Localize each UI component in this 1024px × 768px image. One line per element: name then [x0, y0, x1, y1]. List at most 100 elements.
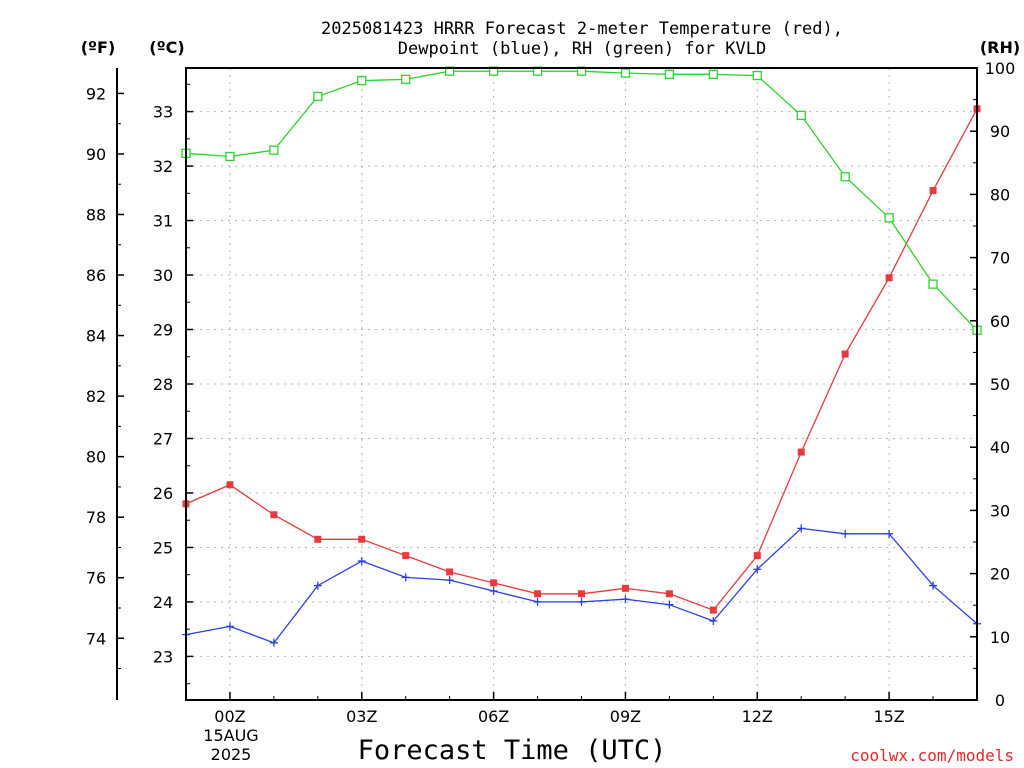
- dewpoint-point: [489, 587, 498, 596]
- celsius-tick-label: 28: [153, 375, 173, 394]
- date-label-year: 2025: [211, 745, 252, 764]
- x-tick-label: 06Z: [478, 707, 509, 726]
- chart-title-line-1: 2025081423 HRRR Forecast 2-meter Tempera…: [321, 19, 843, 39]
- credit-text: coolwx.com/models: [850, 746, 1014, 765]
- rh-tick-label: 80: [990, 185, 1010, 204]
- temperature-point: [578, 590, 585, 598]
- x-axis: 00Z 03Z 06Z 09Z 12Z 15Z: [185, 692, 978, 726]
- celsius-tick-label: 27: [153, 429, 173, 448]
- fahrenheit-axis: 74 76 78 80 82 84 86 88 90 92: [86, 68, 124, 700]
- dewpoint-point: [841, 529, 850, 538]
- x-tick-label: 15Z: [873, 707, 904, 726]
- fahrenheit-tick-label: 88: [86, 205, 106, 224]
- temperature-point: [929, 187, 937, 195]
- rh-tick-label: 70: [990, 249, 1010, 268]
- fahrenheit-tick-label: 90: [86, 145, 106, 164]
- rh-axis: 0 10 20 30 40 50 60 70 80 90 100: [970, 59, 1015, 710]
- temperature-point: [490, 579, 498, 587]
- celsius-tick-label: 32: [153, 157, 173, 176]
- celsius-axis: 23 24 25 26 27 28 29 30 31 32 33: [153, 83, 193, 685]
- dewpoint-point: [313, 581, 322, 590]
- fahrenheit-unit-label: (ºF): [81, 38, 116, 57]
- temperature-point: [797, 448, 805, 456]
- temperature-point: [709, 606, 717, 614]
- temperature-point: [314, 535, 322, 543]
- dewpoint-point: [577, 597, 586, 606]
- x-tick-label: 03Z: [346, 707, 377, 726]
- celsius-tick-label: 25: [153, 538, 173, 557]
- celsius-unit-label: (ºC): [149, 38, 184, 57]
- celsius-tick-label: 29: [153, 321, 173, 340]
- fahrenheit-tick-label: 92: [86, 84, 106, 103]
- celsius-tick-label: 24: [153, 593, 173, 612]
- temperature-point: [665, 590, 673, 598]
- rh-point: [840, 172, 850, 182]
- dewpoint-point: [929, 581, 938, 590]
- fahrenheit-tick-label: 78: [86, 508, 106, 527]
- plot-frame: [185, 67, 978, 701]
- temperature-point: [841, 350, 849, 358]
- rh-tick-label: 100: [985, 59, 1016, 78]
- dewpoint-point: [357, 557, 366, 566]
- fahrenheit-tick-label: 84: [86, 327, 106, 346]
- date-label-day: 15AUG: [203, 726, 258, 745]
- fahrenheit-tick-label: 74: [86, 629, 106, 648]
- rh-point: [313, 91, 323, 102]
- grid-lines: [186, 68, 977, 700]
- rh-line: [185, 70, 978, 331]
- series-layer: [181, 66, 982, 647]
- rh-point: [928, 279, 938, 289]
- rh-point: [269, 145, 279, 155]
- rh-point: [401, 74, 411, 85]
- temperature-point: [226, 481, 234, 489]
- temperature-point: [885, 274, 893, 282]
- temperature-point: [621, 584, 629, 592]
- dewpoint-point: [665, 600, 674, 609]
- celsius-tick-label: 30: [153, 266, 173, 285]
- dewpoint-point: [753, 565, 762, 574]
- x-axis-title: Forecast Time (UTC): [358, 735, 667, 766]
- fahrenheit-tick-label: 82: [86, 387, 106, 406]
- temperature-line: [185, 108, 978, 611]
- rh-tick-label: 20: [990, 565, 1010, 584]
- chart-title-line-2: Dewpoint (blue), RH (green) for KVLD: [398, 39, 766, 59]
- rh-point: [620, 68, 631, 78]
- dewpoint-point: [225, 622, 234, 631]
- rh-point: [752, 70, 762, 81]
- fahrenheit-tick-label: 80: [86, 448, 106, 467]
- celsius-tick-label: 31: [153, 212, 173, 231]
- dewpoint-point: [445, 576, 454, 585]
- dewpoint-point: [401, 573, 410, 582]
- celsius-tick-label: 26: [153, 484, 173, 503]
- temperature-point: [358, 535, 366, 543]
- rh-point: [796, 110, 806, 121]
- celsius-tick-label: 23: [153, 647, 173, 666]
- temperature-point: [446, 568, 454, 576]
- temperature-point: [270, 511, 278, 519]
- rh-unit-label: (RH): [980, 38, 1020, 57]
- dewpoint-point: [269, 638, 278, 647]
- x-tick-label: 00Z: [214, 707, 245, 726]
- rh-tick-label: 30: [990, 501, 1010, 520]
- dewpoint-line: [185, 527, 978, 644]
- rh-tick-label: 90: [990, 122, 1010, 141]
- rh-point: [357, 75, 367, 86]
- celsius-tick-label: 33: [153, 103, 173, 122]
- fahrenheit-tick-label: 76: [86, 569, 106, 588]
- rh-point: [708, 69, 718, 79]
- x-tick-label: 09Z: [610, 707, 641, 726]
- dewpoint-point: [533, 597, 542, 606]
- dewpoint-point: [709, 617, 718, 625]
- rh-tick-label: 40: [990, 438, 1010, 457]
- rh-point: [664, 69, 675, 79]
- temperature-point: [534, 590, 542, 598]
- dewpoint-point: [885, 529, 894, 538]
- temperature-point: [753, 552, 761, 560]
- rh-tick-label: 10: [990, 628, 1010, 647]
- rh-point: [225, 151, 235, 162]
- temperature-point: [402, 552, 410, 560]
- rh-tick-label: 50: [990, 375, 1010, 394]
- dewpoint-point: [797, 524, 806, 533]
- x-tick-label: 12Z: [742, 707, 773, 726]
